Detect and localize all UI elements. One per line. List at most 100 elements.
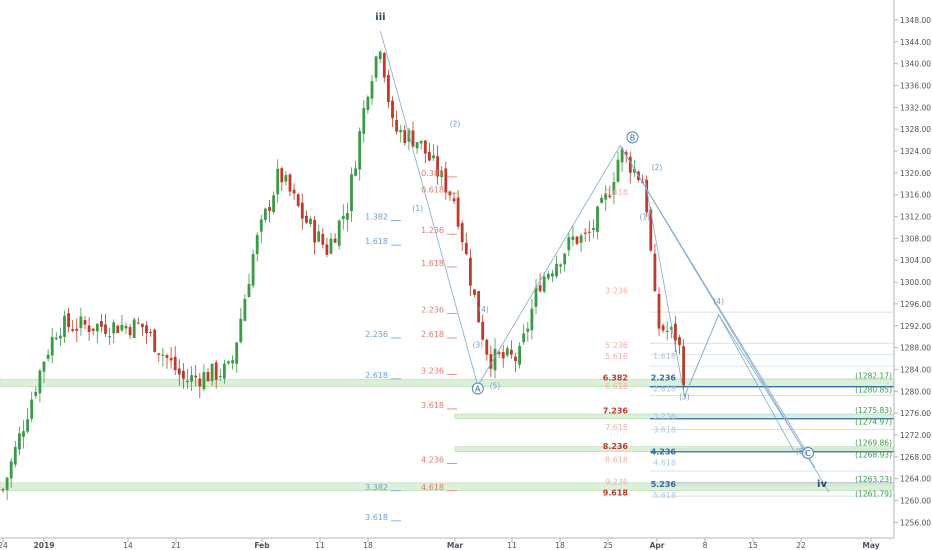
wave-circle — [802, 446, 814, 459]
candle-body — [280, 168, 284, 183]
y-tick-label: 1344.00 — [900, 38, 931, 47]
candle-body — [579, 235, 583, 243]
time-axis[interactable]: 24 2019 14 21 Feb 11 18 Mar 11 18 25 Apr 8 15 22 May — [0, 537, 894, 550]
candle-body — [46, 354, 50, 359]
candle-body — [354, 168, 357, 176]
candle-body — [419, 140, 423, 144]
reference-lines — [650, 311, 894, 497]
wave-label: (2) — [450, 119, 461, 128]
candle-body — [387, 75, 390, 102]
candle-body — [432, 155, 435, 159]
candle-body — [317, 231, 321, 242]
candle-body — [567, 237, 571, 251]
candle-body — [575, 236, 579, 244]
candle-body — [645, 179, 649, 213]
wave-circle — [471, 382, 484, 395]
fib-label-red: 1.618 — [421, 259, 444, 268]
candle-body — [653, 253, 657, 292]
y-tick-label: 1256.00 — [900, 518, 931, 527]
candle-body — [13, 446, 17, 465]
candle-body — [321, 234, 325, 245]
x-tick-label: May — [862, 541, 879, 550]
wave-label: (3) — [679, 392, 690, 401]
y-tick-label: 1260.00 — [900, 496, 931, 505]
fib-label-red: 4.618 — [421, 483, 444, 492]
fib-label-blue: 1.618 — [653, 352, 676, 361]
candle-body — [382, 53, 386, 78]
candle-body — [95, 323, 99, 332]
candle-body — [194, 375, 198, 378]
x-tick-label: 18 — [555, 541, 565, 550]
candle-body — [411, 130, 415, 147]
candle-body — [112, 322, 116, 334]
candle-body — [497, 352, 501, 355]
wave-label: C — [805, 449, 811, 458]
y-tick-label: 1272.00 — [900, 431, 931, 440]
candle-body — [333, 238, 337, 243]
wave-label: iv — [817, 479, 827, 490]
candle-body — [34, 391, 38, 396]
candle-body — [674, 323, 677, 341]
candle-body — [362, 107, 366, 134]
candle-body — [522, 333, 526, 343]
fib-label-red: 2.236 — [421, 305, 444, 314]
candle-body — [120, 324, 124, 331]
zone-label-high: (1263.23) — [855, 475, 892, 484]
fib-label-blue: 1.618 — [365, 237, 388, 246]
candle-body — [71, 329, 75, 331]
candle-body — [592, 227, 595, 230]
wave-label: (1) — [412, 204, 423, 213]
fib-label-blue: 2.618 — [365, 371, 388, 380]
candles — [1, 50, 685, 501]
candle-body — [350, 174, 353, 212]
x-tick-label: Feb — [254, 541, 270, 550]
y-tick-label: 1276.00 — [900, 409, 931, 418]
x-tick-label: 8 — [703, 541, 708, 550]
fib-label-red: 7.236 — [603, 406, 629, 415]
candle-body — [87, 325, 91, 332]
candle-body — [169, 357, 173, 361]
candle-body — [22, 431, 25, 437]
fib-label-red: 0.382 — [421, 169, 444, 178]
x-tick-label: 25 — [603, 541, 613, 550]
candle-body — [518, 345, 521, 365]
zone-label-high: (1275.83) — [855, 406, 892, 415]
candle-body — [608, 195, 612, 198]
candle-body — [600, 197, 603, 203]
fib-label-red: 4.236 — [421, 456, 444, 465]
candle-body — [153, 329, 157, 352]
candle-body — [149, 331, 152, 333]
candle-body — [682, 346, 685, 386]
candle-body — [206, 372, 210, 382]
candle-body — [268, 206, 271, 211]
candle-body — [247, 283, 251, 298]
candle-body — [395, 120, 398, 132]
fib-label-red: 3.236 — [605, 286, 628, 295]
fib-label-red: 3.618 — [421, 401, 444, 410]
candle-body — [243, 298, 247, 321]
candle-body — [63, 315, 66, 337]
fib-label-red: 5.236 — [605, 341, 628, 350]
candle-body — [292, 189, 296, 194]
fib-label-red: 8.618 — [605, 456, 628, 465]
y-tick-label: 1300.00 — [900, 278, 931, 287]
candle-body — [440, 170, 444, 178]
y-tick-label: 1308.00 — [900, 234, 931, 243]
y-tick-label: 1264.00 — [900, 475, 931, 484]
candle-body — [530, 308, 534, 331]
candle-body — [288, 174, 292, 192]
candle-body — [50, 337, 54, 356]
price-axis[interactable]: 1256.00 1260.00 1264.00 1268.00 1272.00 1276.… — [893, 0, 931, 538]
candle-body — [346, 212, 349, 220]
candle-body — [428, 152, 431, 161]
candle-body — [182, 370, 185, 379]
candle-body — [235, 342, 239, 364]
y-tick-label: 1284.00 — [900, 365, 931, 374]
wave-label: (5) — [796, 447, 807, 456]
y-tick-label: 1316.00 — [900, 191, 931, 200]
candle-body — [378, 51, 382, 60]
candle-body — [79, 316, 83, 329]
candle-body — [264, 208, 267, 220]
y-tick-label: 1280.00 — [900, 387, 931, 396]
